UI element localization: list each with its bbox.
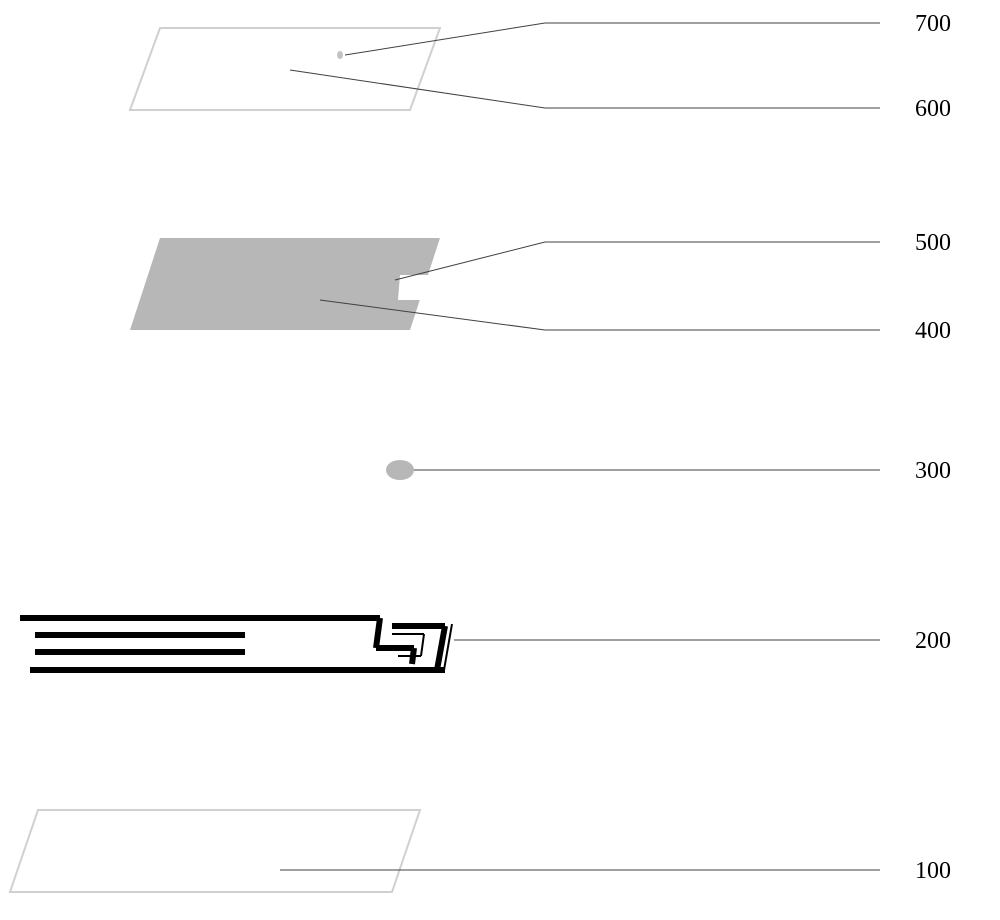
callout-label: 400 (915, 318, 951, 344)
layer-600-cover (130, 28, 440, 110)
layer-500-notch (398, 275, 440, 300)
callout-label: 300 (915, 458, 951, 484)
callout-label: 500 (915, 230, 951, 256)
layer-400-spacer (130, 238, 440, 330)
callout-label: 200 (915, 628, 951, 654)
callout-label: 600 (915, 96, 951, 122)
callout-label: 100 (915, 858, 951, 884)
leader-line (395, 242, 880, 280)
layer-300-reagent (386, 460, 414, 480)
layer-700-aperture (337, 51, 343, 59)
callout-label: 700 (915, 11, 951, 37)
layer-100-substrate (10, 810, 420, 892)
layer-200-electrode (20, 618, 452, 670)
